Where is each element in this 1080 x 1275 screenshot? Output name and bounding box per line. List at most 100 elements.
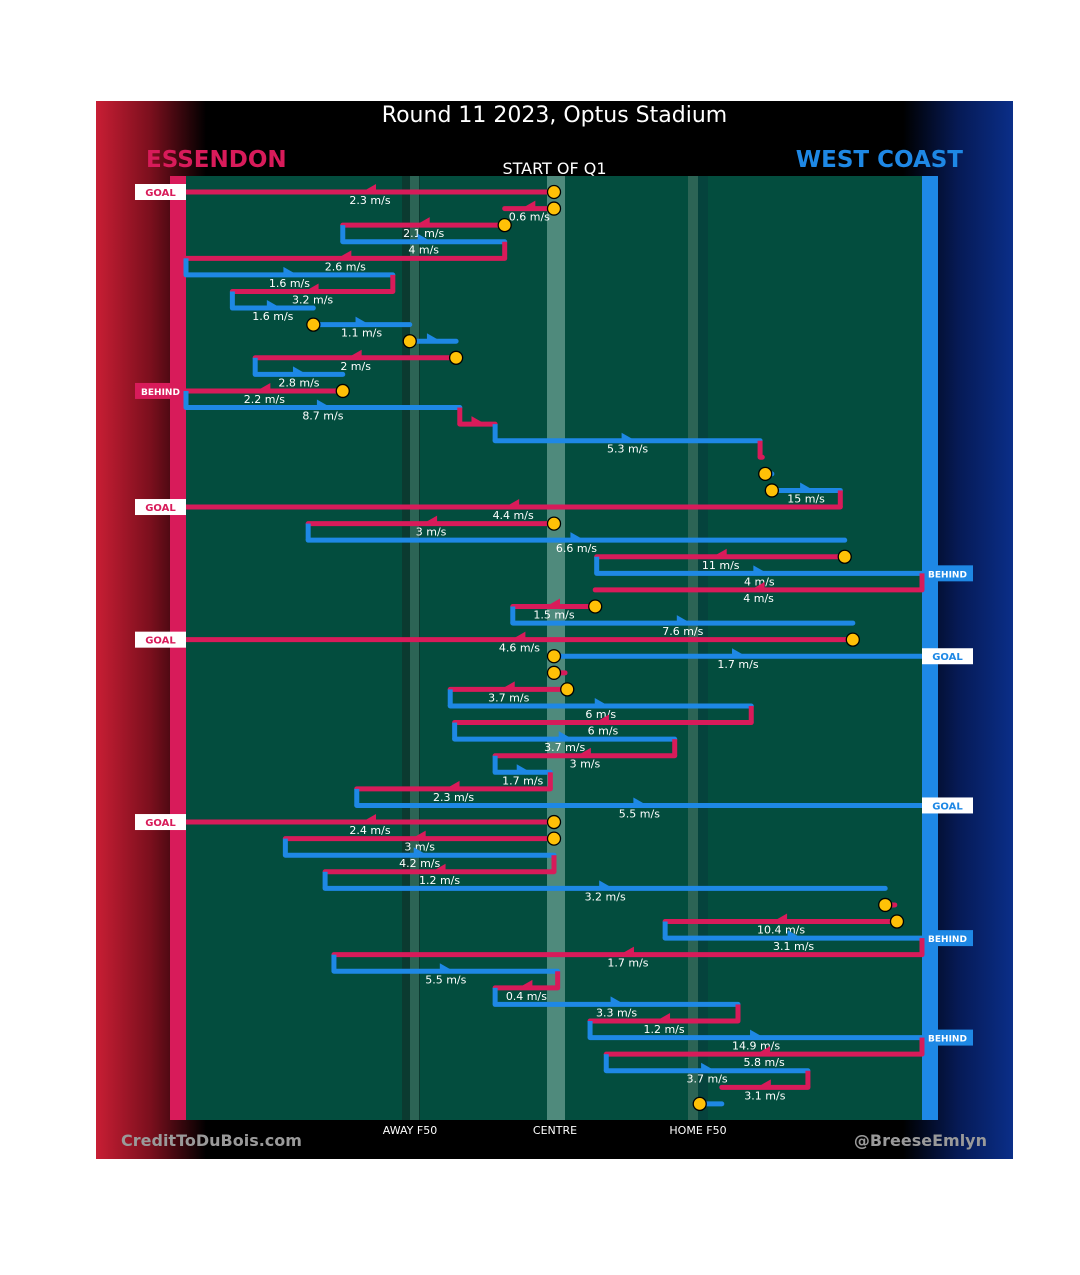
speed-label: 2.1 m/s	[403, 227, 444, 240]
chain-segment: 3.7 m/s	[447, 681, 570, 704]
chain-segment: 4 m/s	[340, 225, 508, 257]
tick-centre: CENTRE	[532, 1124, 578, 1137]
speed-label: 5.3 m/s	[607, 443, 648, 456]
direction-arrow	[521, 200, 536, 209]
direction-arrow	[610, 996, 625, 1005]
speed-label: 8.7 m/s	[302, 410, 343, 423]
speed-label: 2.3 m/s	[433, 791, 474, 804]
chain-segment: 3.1 m/s BEHIND	[662, 921, 973, 953]
speed-label: 1.1 m/s	[341, 327, 382, 340]
result-label-goal: GOAL	[145, 818, 176, 829]
chain-segment: 3.2 m/s	[322, 871, 888, 903]
direction-arrow	[787, 930, 802, 939]
direction-arrow	[756, 1079, 771, 1088]
direction-arrow	[292, 366, 307, 375]
result-label-goal: GOAL	[145, 188, 176, 199]
chain-segment: 2.6 m/s	[183, 241, 508, 273]
direction-arrow	[570, 532, 585, 541]
direction-arrow	[516, 764, 531, 773]
speed-label: 3.1 m/s	[744, 1089, 785, 1102]
stoppage-marker	[306, 317, 321, 332]
speed-label: 3.1 m/s	[773, 940, 814, 953]
chain-segment	[757, 440, 765, 460]
speed-label: 5.5 m/s	[425, 973, 466, 986]
direction-arrow	[316, 399, 331, 408]
chain-segment: 1.7 m/s	[492, 755, 553, 787]
home-f50-band	[698, 176, 708, 1120]
direction-arrow	[423, 515, 438, 524]
direction-arrow	[362, 184, 376, 192]
chain-segment: 1.7 m/s GOAL	[551, 648, 973, 671]
chain-segment: 3 m/s	[492, 739, 678, 771]
direction-arrow	[347, 349, 362, 358]
credit-left: CreditToDuBois.com	[121, 1131, 302, 1150]
direction-arrow	[599, 880, 614, 889]
chain-segment: 6 m/s	[452, 705, 754, 738]
speed-label: 2.6 m/s	[325, 260, 366, 273]
stoppage-marker	[546, 814, 562, 830]
speed-label: 10.4 m/s	[757, 924, 805, 937]
chain-segment: 6.6 m/s	[305, 523, 848, 555]
speed-label: 4.6 m/s	[499, 642, 540, 655]
speed-label: 4 m/s	[408, 244, 439, 257]
chain-segment: 1.5 m/s	[510, 598, 598, 622]
result-badge	[922, 1029, 973, 1046]
direction-arrow	[732, 648, 746, 657]
chain-segment: 11 m/s	[594, 548, 848, 572]
direction-arrow	[756, 1046, 771, 1055]
speed-label: 3.3 m/s	[596, 1006, 637, 1019]
chain-segment: 3 m/s	[282, 830, 557, 854]
direction-arrow	[546, 598, 560, 607]
direction-arrow	[439, 963, 454, 972]
chain-segment: 1.2 m/s	[587, 1004, 741, 1036]
direction-arrow	[304, 283, 319, 292]
tick-away-f50: AWAY F50	[382, 1124, 438, 1137]
stoppage-marker	[448, 350, 464, 365]
centre-line	[547, 176, 565, 1120]
result-label-behind: BEHIND	[141, 388, 180, 398]
tick-home-f50: HOME F50	[669, 1124, 727, 1137]
chain-segment: 10.4 m/s	[662, 913, 900, 937]
speed-label: 2.4 m/s	[349, 824, 390, 837]
direction-arrow	[712, 548, 727, 557]
result-badge	[922, 797, 973, 814]
speed-label: 4 m/s	[744, 575, 775, 588]
direction-arrow	[800, 482, 815, 491]
chart-title: Round 11 2023, Optus Stadium	[381, 103, 728, 128]
direction-arrow	[431, 863, 446, 872]
result-badge	[922, 648, 973, 665]
chain-segment	[457, 407, 498, 427]
direction-arrow	[750, 1029, 765, 1038]
stoppage-marker	[335, 383, 350, 399]
chain-segment: 4.6 m/s GOAL	[135, 631, 856, 655]
speed-label: 4.4 m/s	[493, 509, 534, 522]
result-badge	[922, 930, 973, 947]
chain-segment: 8.7 m/s	[183, 390, 463, 423]
chain-segment: 0.6 m/s	[502, 200, 557, 224]
speed-label: 3 m/s	[404, 841, 435, 854]
direction-arrow	[511, 631, 526, 640]
direction-arrow	[505, 499, 520, 508]
chain-segment: 2.3 m/s	[354, 772, 553, 804]
speed-label: 2.8 m/s	[278, 376, 319, 389]
speed-label: 4.2 m/s	[399, 857, 440, 870]
home-team-label: ESSENDON	[146, 147, 287, 173]
direction-arrow	[633, 797, 648, 806]
direction-arrow	[417, 233, 432, 242]
direction-arrow	[445, 780, 460, 789]
direction-arrow	[750, 581, 765, 590]
chain-segment: 3.2 m/s	[229, 274, 396, 306]
speed-label: 5.5 m/s	[619, 807, 660, 820]
speed-label: 7.6 m/s	[662, 625, 703, 638]
chain-segment: 1.7 m/s	[331, 938, 925, 970]
chain-segment: 4.4 m/s GOAL	[135, 490, 843, 522]
direction-arrow	[337, 250, 352, 259]
chain-segment: 5.8 m/s	[603, 1037, 925, 1069]
stoppage-marker	[560, 682, 575, 697]
stoppage-marker	[546, 201, 562, 216]
period-label: START OF Q1	[502, 159, 607, 178]
essendon-goal-line	[170, 176, 186, 1120]
direction-arrow	[500, 681, 515, 690]
chain-segment: 2.3 m/s GOAL	[135, 184, 557, 207]
